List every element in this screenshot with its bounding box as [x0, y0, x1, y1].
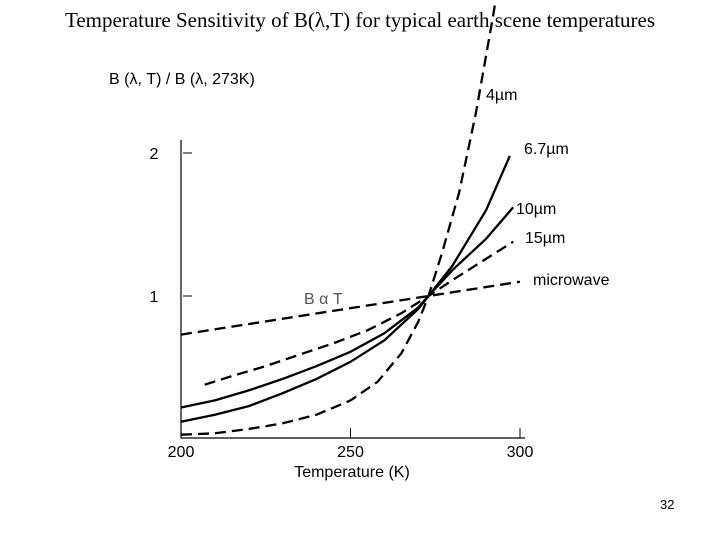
series-line-15-m: [204, 240, 514, 386]
series-line-6-7-m: [180, 155, 511, 423]
chart-curves: [180, 0, 521, 436]
series-line-10-m: [180, 206, 515, 409]
chart-labels: 1 2 200 250 300 Temperature (K) 4µm 6.7µm 10µm 15…: [150, 87, 610, 481]
x-tick-label: 250: [337, 444, 364, 461]
page-number: 32: [660, 497, 675, 512]
x-tick-label: 300: [507, 444, 534, 461]
series-label-15-m: 15µm: [525, 230, 565, 247]
x-tick-label: 200: [168, 444, 195, 461]
y-tick-label: 2: [150, 146, 159, 163]
series-label-4-m: 4µm: [486, 87, 517, 104]
y-axis-label: B (λ, T) / B (λ, 273K): [109, 71, 255, 88]
series-label-6-7-m: 6.7µm: [524, 141, 569, 158]
x-axis-label: Temperature (K): [294, 464, 410, 481]
series-label-10-m: 10µm: [516, 201, 556, 218]
series-line-4-m: [180, 0, 497, 436]
y-tick-label: 1: [150, 289, 159, 306]
chart-axes: [180, 140, 525, 439]
series-line-microwave: [180, 280, 521, 336]
series-label-microwave: microwave: [533, 272, 610, 289]
slide-title: Temperature Sensitivity of B(λ,T) for ty…: [64, 8, 656, 32]
annotation-b-proportional-t: B α T: [304, 291, 343, 308]
